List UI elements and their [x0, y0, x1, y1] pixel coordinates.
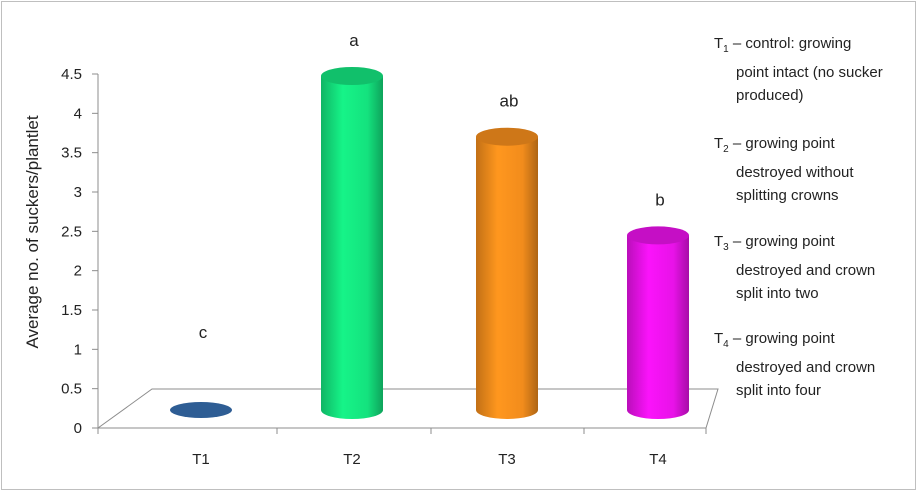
y-axis-title: Average no. of suckers/plantlet [23, 115, 42, 348]
significance-letter: c [199, 323, 208, 342]
x-tick-label: T2 [343, 451, 361, 468]
significance-letter: b [655, 190, 664, 209]
legend-symbol: T [714, 233, 724, 250]
x-tick-label: T3 [498, 451, 516, 468]
y-tick-label: 2 [74, 263, 82, 280]
bar-t2 [321, 67, 383, 419]
y-tick-label: 4.5 [61, 66, 82, 83]
y-tick-label: 3.5 [61, 145, 82, 162]
legend-line: – growing point [732, 135, 835, 152]
y-tick-label: 4 [74, 105, 82, 122]
x-tick-label: T1 [192, 451, 210, 468]
legend-line: split into four [736, 382, 822, 399]
legend-line: destroyed and crown [736, 359, 876, 376]
y-tick-label: 2.5 [61, 223, 82, 240]
legend-line: – control: growing [732, 35, 852, 52]
y-tick-label: 0.5 [61, 381, 82, 398]
legend-symbol: T [714, 330, 724, 347]
bar-t1 [170, 402, 232, 418]
bar-top [321, 67, 383, 85]
bar-body [476, 136, 538, 419]
legend-item-t2: T2 – growing point destroyed without spl… [714, 132, 854, 207]
y-ticks: 0 0.5 1 1.5 2 2.5 3 3.5 4 4.5 [61, 66, 98, 437]
legend-item-t4: T4 – growing point destroyed and crown s… [714, 327, 875, 402]
y-tick-label: 1 [74, 341, 82, 358]
legend-line: destroyed and crown [736, 262, 876, 279]
bar-t3 [476, 127, 538, 419]
legend-subscript: 1 [723, 44, 729, 55]
legend-line: point intact (no sucker [736, 64, 883, 81]
y-tick-label: 1.5 [61, 302, 82, 319]
x-ticks: T1 T2 T3 T4 [97, 428, 707, 468]
legend-line: split into two [736, 285, 819, 302]
bar-body [627, 235, 689, 419]
legend-line: destroyed without [736, 164, 854, 181]
bar-top [476, 127, 538, 146]
bar-top [627, 226, 689, 245]
legend-item-t1: T1 – control: growing point intact (no s… [714, 32, 883, 107]
legend-symbol: T [714, 35, 724, 52]
significance-letter: ab [500, 92, 519, 111]
bars: c a ab b [170, 31, 689, 419]
bar-body [321, 76, 383, 419]
legend-line: splitting crowns [736, 187, 839, 204]
bar-top [170, 402, 232, 418]
legend-line: – growing point [732, 330, 835, 347]
legend-item-t3: T3 – growing point destroyed and crown s… [714, 230, 875, 305]
legend-line: – growing point [732, 233, 835, 250]
x-tick-label: T4 [649, 451, 667, 468]
y-tick-label: 3 [74, 184, 82, 201]
legend-subscript: 3 [723, 242, 729, 253]
legend-symbol: T [714, 135, 724, 152]
legend-subscript: 4 [723, 339, 729, 350]
legend-line: produced) [736, 87, 804, 104]
bar-t4 [627, 226, 689, 419]
significance-letter: a [349, 31, 359, 50]
legend-subscript: 2 [723, 144, 729, 155]
y-tick-label: 0 [74, 420, 82, 437]
